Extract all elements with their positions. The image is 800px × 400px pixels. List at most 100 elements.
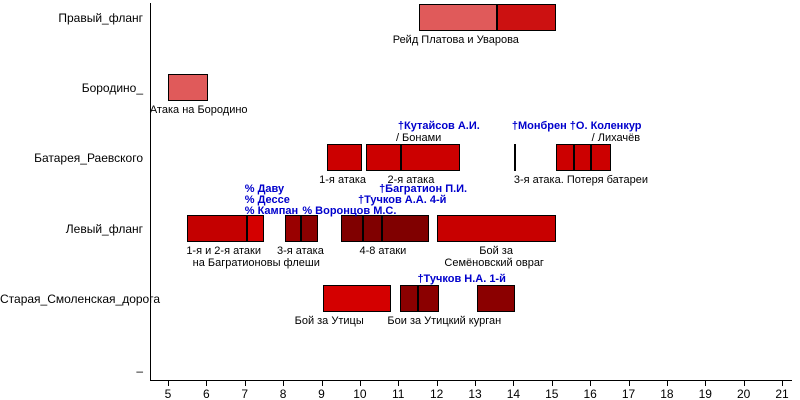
x-axis-tick — [283, 380, 285, 386]
bar-segment — [477, 286, 515, 311]
gantt-bar — [187, 215, 264, 242]
x-axis-tick — [628, 380, 630, 386]
bar-segment — [341, 216, 363, 241]
bar-segment — [286, 216, 301, 241]
x-axis-tick-label: 18 — [660, 387, 674, 400]
gantt-bar — [327, 144, 362, 171]
bar-segment — [556, 145, 574, 170]
x-axis-tick-label: 12 — [429, 387, 444, 400]
annotation-label: †Тучков А.А. 4-й — [357, 194, 447, 206]
x-axis-tick-label: 20 — [736, 387, 751, 400]
x-axis-tick — [244, 380, 246, 386]
x-axis-tick-label: 19 — [698, 387, 712, 400]
x-axis-tick-label: 15 — [545, 387, 559, 400]
x-axis-tick-label: 11 — [392, 387, 405, 400]
x-axis-tick-label: 5 — [164, 387, 172, 400]
x-axis-tick-label: 17 — [621, 387, 636, 400]
gantt-bar — [555, 144, 612, 171]
annotation-label: †Багратион П.И. — [379, 183, 468, 195]
y-category-label: Батарея_Раевского — [34, 151, 143, 165]
annotation-label: †Монбрен — [511, 120, 567, 132]
x-axis-tick-label: 10 — [353, 387, 367, 400]
x-axis-line — [150, 380, 792, 381]
bar-segment — [362, 216, 382, 241]
bar-segment — [188, 216, 247, 241]
bar-segment — [437, 216, 555, 241]
gantt-bar — [340, 215, 429, 242]
x-axis-tick-label: 13 — [468, 387, 482, 400]
x-axis-tick — [513, 380, 515, 386]
y-category-label: Левый_фланг — [65, 222, 143, 236]
x-axis-tick — [590, 380, 592, 386]
bar-label: 4-8 атаки — [359, 245, 407, 257]
annotation-label: †О. Коленкур — [569, 120, 642, 132]
bar-segment — [169, 75, 208, 100]
bar-segment — [417, 286, 438, 311]
x-axis-tick-label: 16 — [583, 387, 597, 400]
gantt-bar — [285, 215, 318, 242]
y-category-label: Правый_фланг — [58, 11, 143, 25]
x-axis-tick — [168, 380, 169, 386]
x-axis-tick — [551, 380, 553, 386]
event-tick — [514, 144, 517, 171]
x-axis-tick — [475, 380, 476, 386]
x-axis-tick — [782, 380, 783, 386]
annotation-label: % Дессе — [244, 194, 290, 206]
annotation-label: †Тучков Н.А. 1-й — [417, 273, 506, 285]
bar-segment — [400, 145, 459, 170]
bar-segment — [328, 145, 361, 170]
bar-label: Рейд Платова и Уварова — [392, 34, 519, 46]
x-axis-tick — [359, 380, 361, 386]
bar-label: Бои за Утицкий курган — [387, 315, 502, 327]
bar-segment — [324, 286, 390, 311]
annotation-label: / Бонами — [395, 132, 442, 144]
bar-label: Атака на Бородино — [149, 104, 248, 116]
annotation-label: †Кутайсов А.И. — [397, 120, 480, 132]
gantt-bar — [436, 215, 556, 242]
gantt-bar — [365, 144, 460, 171]
annotation-label: % Воронцов М.С. — [302, 205, 397, 217]
bar-label: 3-я атака — [276, 245, 324, 257]
y-category-label: Старая_Смоленская_дорога — [0, 292, 161, 306]
gantt-bar — [419, 4, 556, 31]
x-axis-tick — [666, 380, 668, 386]
gantt-bar — [400, 285, 439, 312]
bar-label: Бой за — [479, 245, 513, 257]
empty-category-label: – — [136, 364, 143, 378]
x-axis-tick — [743, 380, 745, 386]
x-axis-tick — [398, 380, 400, 386]
bar-segment — [573, 145, 590, 170]
bar-label: 2-я атака — [387, 174, 435, 186]
x-axis-tick-label: 6 — [203, 387, 210, 400]
bar-segment — [300, 216, 317, 241]
bar-label: 3-я атака. Потеря батареи — [513, 174, 648, 186]
x-axis-tick-label: 7 — [241, 387, 249, 400]
x-axis-tick — [321, 380, 323, 386]
y-category-label: Бородино_ — [81, 81, 143, 95]
x-axis-tick — [705, 380, 707, 386]
bar-segment — [381, 216, 428, 241]
annotation-label: % Даву — [244, 183, 285, 195]
bar-label: 1-я и 2-я атаки — [186, 245, 261, 257]
gantt-bar — [323, 285, 391, 312]
bar-segment — [495, 5, 555, 30]
bar-segment — [246, 216, 263, 241]
x-axis-tick-label: 9 — [318, 387, 325, 400]
bar-segment — [401, 286, 418, 311]
x-axis-tick-label: 14 — [506, 387, 521, 400]
bar-label: Семёновский овраг — [444, 257, 544, 269]
x-axis-tick-label: 21 — [775, 387, 789, 400]
bar-label: 1-я атака — [319, 174, 367, 186]
x-axis-tick-label: 8 — [279, 387, 287, 400]
gantt-bar — [168, 74, 209, 101]
bar-label: на Багратионовы флеши — [192, 257, 320, 269]
x-axis-tick — [436, 380, 438, 386]
bar-segment — [589, 145, 611, 170]
y-axis-line — [150, 3, 151, 381]
bar-label: Бой за Утицы — [294, 315, 364, 327]
x-axis-tick — [206, 380, 208, 386]
bar-segment — [366, 145, 401, 170]
annotation-label: % Кампан — [244, 205, 299, 217]
annotation-label: / Лихачёв — [591, 132, 641, 144]
